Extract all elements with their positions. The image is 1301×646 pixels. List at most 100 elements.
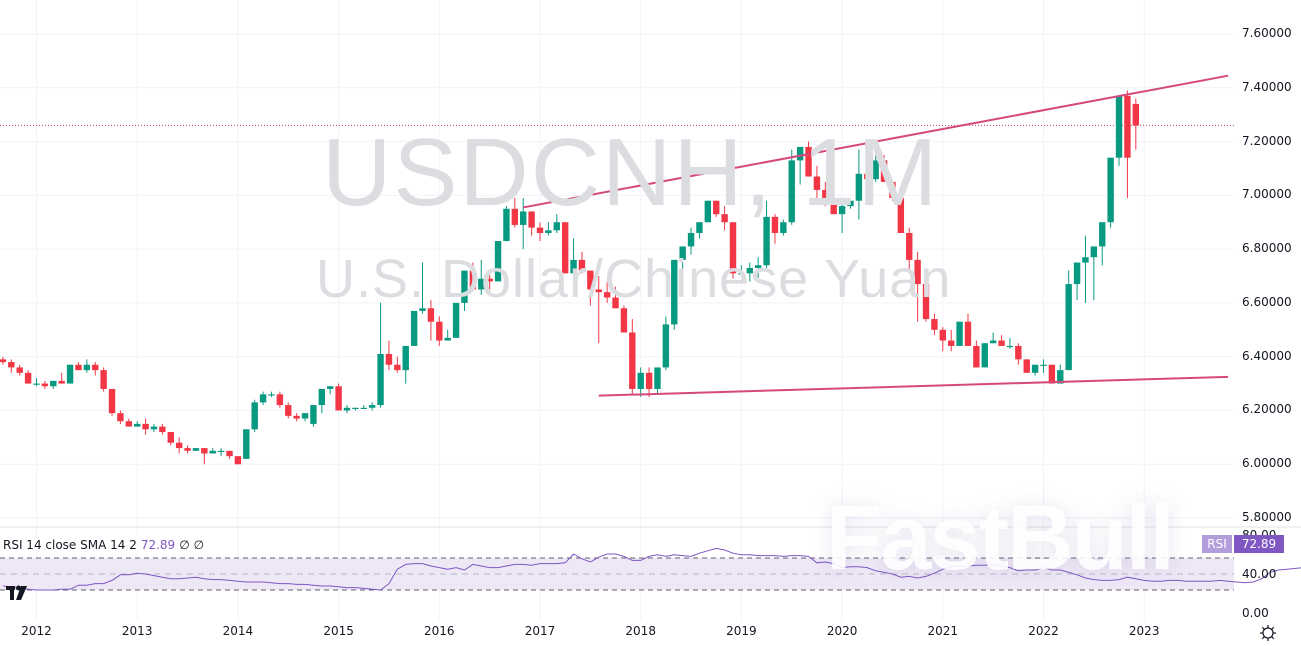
candle[interactable] (276, 391, 284, 408)
candle[interactable] (209, 448, 216, 454)
candlestick-series[interactable] (0, 90, 1140, 465)
candle[interactable] (931, 313, 938, 336)
candle[interactable] (889, 181, 896, 201)
candle[interactable] (704, 200, 712, 223)
candle[interactable] (16, 364, 23, 376)
candle[interactable] (855, 149, 863, 220)
candle[interactable] (729, 222, 737, 279)
candle[interactable] (226, 450, 233, 459)
candle[interactable] (175, 437, 183, 454)
candle[interactable] (503, 206, 510, 242)
candle[interactable] (1099, 222, 1106, 266)
candle[interactable] (973, 340, 980, 368)
candle[interactable] (217, 448, 225, 457)
candle[interactable] (1065, 270, 1072, 371)
candle[interactable] (906, 227, 913, 274)
candle[interactable] (595, 276, 602, 344)
candle[interactable] (939, 327, 946, 352)
candle[interactable] (335, 383, 342, 411)
candle[interactable] (847, 200, 854, 209)
candle[interactable] (259, 391, 267, 406)
candle[interactable] (763, 200, 770, 268)
candle[interactable] (24, 370, 32, 384)
candle[interactable] (662, 316, 670, 371)
candle[interactable] (528, 211, 535, 236)
candle[interactable] (872, 141, 879, 182)
candle[interactable] (1115, 95, 1123, 166)
candle[interactable] (368, 402, 376, 411)
rsi-legend[interactable]: RSI 14 close SMA 14 2 72.89 ∅ ∅ (3, 538, 205, 552)
candle[interactable] (788, 149, 795, 225)
candle[interactable] (511, 198, 519, 228)
candle[interactable] (394, 356, 401, 373)
candle[interactable] (268, 391, 275, 398)
candle[interactable] (0, 356, 7, 365)
candle[interactable] (192, 448, 200, 451)
candle[interactable] (545, 222, 552, 236)
candle[interactable] (1006, 337, 1014, 349)
candle[interactable] (327, 386, 334, 395)
candle[interactable] (1107, 157, 1114, 228)
candle[interactable] (1048, 364, 1056, 384)
candle[interactable] (427, 300, 435, 341)
candle[interactable] (922, 284, 930, 322)
candle[interactable] (645, 367, 653, 398)
candle[interactable] (360, 405, 367, 409)
candle[interactable] (603, 281, 611, 303)
candle[interactable] (478, 259, 485, 295)
candle[interactable] (981, 343, 988, 368)
candle[interactable] (50, 380, 57, 389)
upper-resistance-trendline[interactable] (523, 74, 1229, 209)
candle[interactable] (813, 165, 821, 199)
candle[interactable] (671, 259, 678, 330)
candle[interactable] (536, 222, 544, 242)
tradingview-logo-icon[interactable] (5, 582, 32, 604)
candle[interactable] (746, 262, 753, 282)
candle[interactable] (864, 160, 871, 180)
candle[interactable] (587, 270, 594, 306)
candle[interactable] (494, 241, 502, 282)
candle[interactable] (301, 413, 309, 422)
candle[interactable] (914, 251, 921, 322)
candle[interactable] (578, 251, 586, 274)
candle[interactable] (92, 362, 99, 376)
candle[interactable] (452, 302, 460, 338)
candle[interactable] (838, 203, 846, 233)
candle[interactable] (436, 316, 443, 346)
candle[interactable] (1040, 359, 1047, 373)
candle[interactable] (687, 227, 695, 255)
candle[interactable] (620, 305, 628, 333)
candle[interactable] (637, 367, 644, 398)
candle[interactable] (318, 388, 326, 414)
candle[interactable] (654, 367, 661, 395)
candle[interactable] (402, 345, 409, 384)
candle[interactable] (696, 222, 703, 239)
trendlines[interactable] (523, 74, 1229, 397)
candle[interactable] (159, 423, 166, 435)
candle[interactable] (167, 431, 174, 446)
candle[interactable] (184, 445, 191, 454)
candle[interactable] (1031, 364, 1039, 376)
candle[interactable] (352, 407, 359, 411)
candle[interactable] (947, 329, 955, 352)
candle[interactable] (251, 399, 258, 432)
candle[interactable] (134, 421, 141, 427)
candle[interactable] (1082, 235, 1089, 303)
candle[interactable] (771, 214, 779, 244)
candle[interactable] (612, 286, 619, 309)
candle[interactable] (410, 310, 418, 346)
candle[interactable] (75, 362, 82, 371)
candle[interactable] (293, 413, 300, 422)
candle[interactable] (83, 359, 91, 373)
candle[interactable] (1023, 359, 1030, 373)
candle[interactable] (553, 214, 560, 233)
candle[interactable] (1090, 246, 1098, 301)
candle[interactable] (461, 270, 468, 311)
candle[interactable] (880, 155, 888, 182)
candle[interactable] (713, 200, 720, 217)
candle[interactable] (58, 372, 65, 384)
candle[interactable] (956, 321, 963, 346)
candle[interactable] (780, 219, 787, 236)
candle[interactable] (964, 313, 972, 346)
